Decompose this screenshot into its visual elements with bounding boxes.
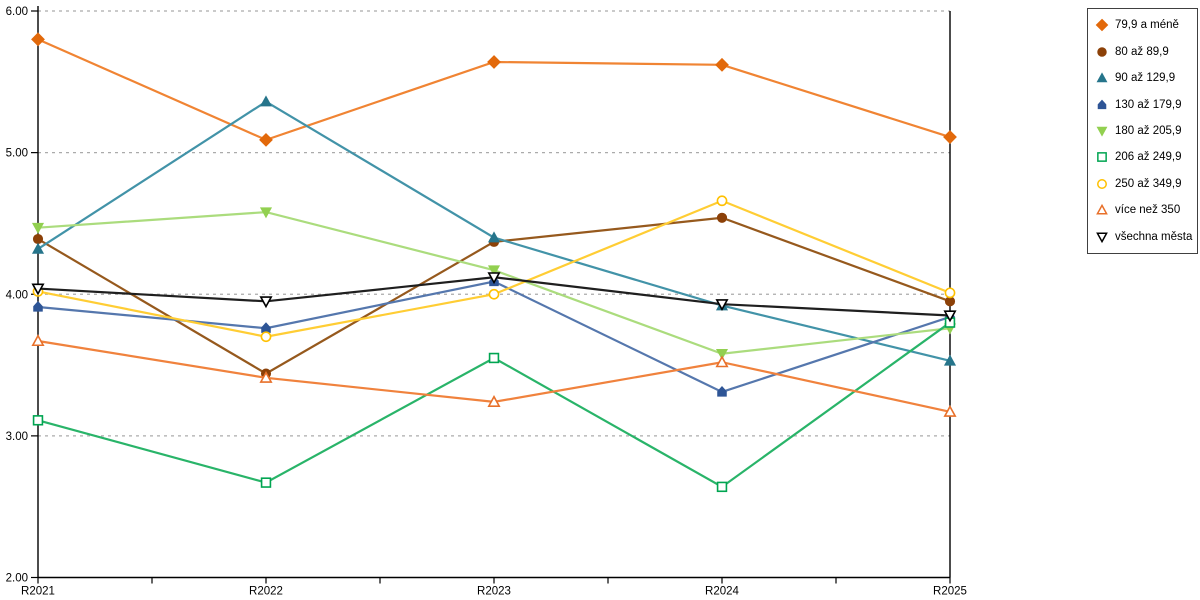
data-point-marker [943, 404, 957, 417]
legend-label: všechna města [1115, 230, 1193, 243]
legend-label: 90 až 129,9 [1115, 72, 1176, 85]
legend-marker [1097, 46, 1107, 57]
legend-marker [1096, 204, 1108, 215]
legend-marker [1097, 152, 1107, 163]
legend-item-7: 250 až 349,9 [1095, 172, 1197, 196]
data-point-marker [259, 132, 273, 147]
triangle-down-icon [1096, 232, 1108, 243]
legend-label: 79,9 a méně [1115, 19, 1179, 32]
legend-item-3: 90 až 129,9 [1095, 66, 1197, 90]
y-tick-label: 6.00 [6, 6, 28, 18]
triangle-up-icon [1096, 72, 1108, 83]
data-point-marker [31, 32, 45, 47]
circle-icon [1097, 46, 1107, 57]
y-tick-label: 5.00 [6, 148, 28, 160]
data-point-marker [32, 233, 44, 245]
series-line [37, 38, 951, 142]
data-point-marker [716, 195, 728, 207]
legend-label: 206 až 249,9 [1115, 151, 1182, 164]
data-point-marker [717, 386, 727, 397]
data-point-marker [31, 222, 45, 234]
data-point-marker [259, 207, 273, 219]
data-point-marker [31, 242, 45, 254]
series-line [37, 100, 951, 362]
legend-marker [1097, 178, 1107, 189]
x-tick-label: R2024 [705, 586, 739, 598]
y-tick-label: 3.00 [6, 431, 28, 443]
legend-item-9: všechna města [1095, 225, 1197, 249]
data-point-marker [261, 322, 271, 333]
triangle-up-icon [1096, 204, 1108, 215]
legend-item-1: 79,9 a méně [1095, 13, 1197, 37]
data-point-marker [32, 415, 44, 426]
triangle-down-icon [1096, 126, 1108, 137]
data-point-marker [487, 395, 501, 407]
diamond-icon [1095, 18, 1109, 32]
legend-item-6: 206 až 249,9 [1095, 145, 1197, 169]
legend-label: 130 až 179,9 [1115, 98, 1182, 111]
data-point-marker [488, 288, 500, 300]
data-point-marker [260, 331, 272, 343]
data-point-marker [31, 283, 45, 296]
data-point-marker [487, 272, 501, 285]
data-point-marker [259, 370, 273, 383]
data-point-marker [715, 299, 729, 312]
data-point-marker [715, 57, 729, 72]
legend-item-8: více než 350 [1095, 198, 1197, 222]
legend-item-5: 180 až 205,9 [1095, 119, 1197, 143]
data-point-marker [259, 95, 273, 107]
data-point-marker [944, 287, 956, 299]
legend-label: více než 350 [1115, 204, 1181, 217]
data-point-marker [487, 231, 501, 243]
data-point-marker [259, 296, 273, 309]
y-tick-label: 4.00 [6, 289, 28, 301]
legend-label: 180 až 205,9 [1115, 124, 1182, 137]
legend-marker [1095, 18, 1109, 32]
data-point-marker [716, 212, 728, 223]
data-point-marker [943, 130, 957, 144]
data-point-marker [260, 477, 272, 488]
data-point-marker [716, 481, 728, 493]
legend-label: 80 až 89,9 [1115, 45, 1169, 58]
x-tick-label: R2021 [21, 586, 55, 598]
data-point-marker [943, 310, 957, 323]
data-point-marker [715, 348, 729, 360]
data-point-marker [487, 55, 501, 69]
legend-item-4: 130 až 179,9 [1095, 93, 1197, 117]
data-point-marker [31, 334, 45, 347]
data-point-marker [487, 265, 501, 277]
legend-item-2: 80 až 89,9 [1095, 40, 1197, 64]
legend-marker [1096, 126, 1108, 137]
legend-marker [1096, 72, 1108, 83]
legend-label: 250 až 349,9 [1115, 177, 1182, 190]
data-point-marker [943, 354, 957, 366]
legend-marker [1096, 232, 1108, 243]
data-point-marker [488, 352, 500, 364]
x-tick-label: R2023 [477, 586, 511, 598]
pentagon-up-icon [1097, 99, 1107, 109]
legend-marker [1097, 99, 1107, 109]
data-point-marker [715, 355, 729, 368]
y-tick-label: 2.00 [6, 573, 28, 585]
square-icon [1097, 152, 1107, 163]
circle-icon [1097, 178, 1107, 189]
x-tick-label: R2025 [933, 586, 967, 598]
chart-legend: 79,9 a méně 80 až 89,9 90 až 129,9 130 až 1… [1087, 8, 1198, 254]
data-point-marker [33, 301, 43, 312]
x-tick-label: R2022 [249, 586, 283, 598]
